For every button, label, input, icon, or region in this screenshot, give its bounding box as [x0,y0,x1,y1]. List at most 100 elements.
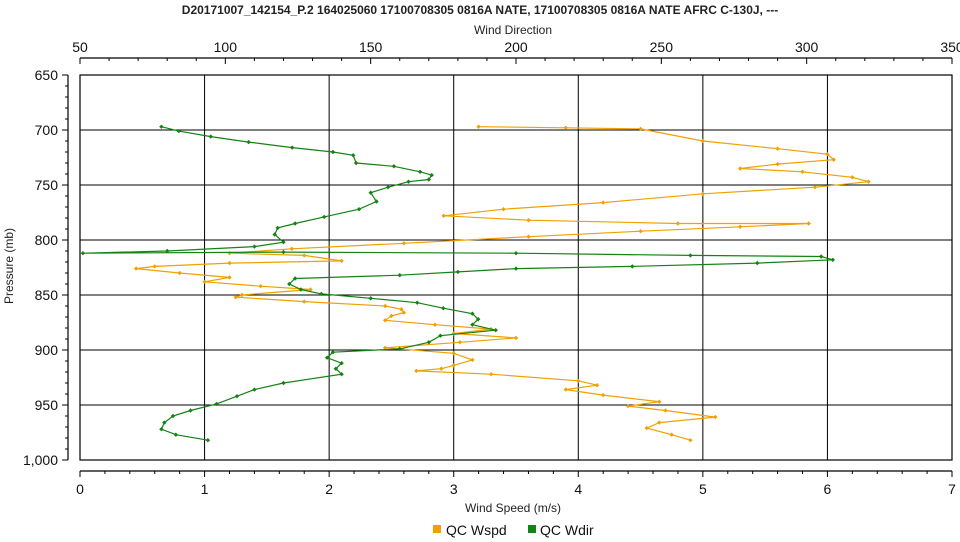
data-point [470,311,475,316]
data-point [170,413,176,419]
data-point [339,372,344,377]
data-point [831,157,836,162]
data-point [470,322,475,327]
data-point [234,394,240,399]
data-point [439,366,444,371]
data-point [208,134,213,139]
data-point [526,218,531,223]
data-point [258,284,263,289]
bottom-tick-label: 5 [699,481,707,497]
bottom-tick-label: 6 [824,481,832,497]
data-point [356,207,362,212]
data-point [165,248,170,254]
data-point [812,185,818,190]
data-point [738,224,743,229]
data-point [576,378,581,384]
left-tick-label: 1,000 [23,452,58,468]
data-point [281,240,286,245]
data-point [451,351,456,356]
data-point [738,166,743,171]
data-point [399,307,404,312]
data-point [287,281,292,287]
data-point [451,363,456,368]
top-tick-label: 50 [72,39,88,55]
left-tick-label: 850 [35,287,59,303]
data-point [526,234,531,239]
data-point [330,149,336,155]
data-point [368,296,373,301]
bottom-axis-title: Wind Speed (m/s) [465,501,561,515]
data-point [330,350,336,355]
data-point [563,125,568,130]
data-point [426,177,431,182]
data-point [353,160,359,166]
data-point [663,408,668,413]
data-point [205,438,211,443]
top-tick-label: 150 [359,39,383,55]
data-point [322,214,327,220]
series-qc-wspd [133,124,871,443]
data-point [275,225,280,231]
data-point [630,264,635,269]
series-line-qc-wdir [82,126,833,441]
data-point [324,355,330,360]
data-point [513,266,519,271]
data-point [246,139,251,145]
data-point [501,207,506,212]
data-point [308,287,313,292]
left-axis-title: Pressure (mb) [2,228,16,304]
data-point [152,264,157,269]
data-point [159,124,164,129]
data-point [850,175,855,180]
data-point [657,399,662,404]
data-point [455,269,461,275]
legend[interactable]: QC Wspd QC Wdir [433,522,594,538]
data-point [441,213,446,218]
data-point [281,249,286,255]
data-point [700,138,706,144]
bottom-tick-label: 1 [201,481,209,497]
data-point [397,273,402,278]
data-point [401,241,407,246]
data-point [675,221,681,226]
data-point [438,333,443,338]
data-point [493,328,498,333]
data-point [594,383,600,388]
data-point [80,251,86,256]
data-point [866,179,871,184]
data-point [638,229,643,234]
bottom-tick-label: 2 [325,481,333,497]
data-point [292,276,298,281]
plot-frame [79,74,953,461]
data-point [713,414,718,420]
data-point [429,172,434,178]
left-tick-label: 900 [35,342,59,358]
data-point [415,300,420,305]
data-point [202,279,207,285]
left-tick-label: 950 [35,397,59,413]
data-point [339,361,344,366]
data-point [252,244,257,249]
data-point [391,164,397,169]
data-point [476,317,481,322]
data-point [389,313,394,319]
data-point [800,169,805,174]
data-point [281,380,286,386]
data-point [289,246,294,251]
data-point [601,392,606,398]
data-point [457,340,463,345]
data-point [272,232,277,237]
series-layer [80,124,871,443]
data-point [383,318,388,323]
legend-swatch-wspd [433,525,441,533]
data-point [214,401,219,407]
data-point [470,357,475,363]
data-point [397,346,402,352]
left-tick-label: 700 [35,122,59,138]
bottom-tick-label: 0 [76,481,84,497]
data-point [133,266,139,271]
data-point [513,335,519,341]
top-axis-title: Wind Direction [474,23,552,37]
data-point [830,257,835,263]
